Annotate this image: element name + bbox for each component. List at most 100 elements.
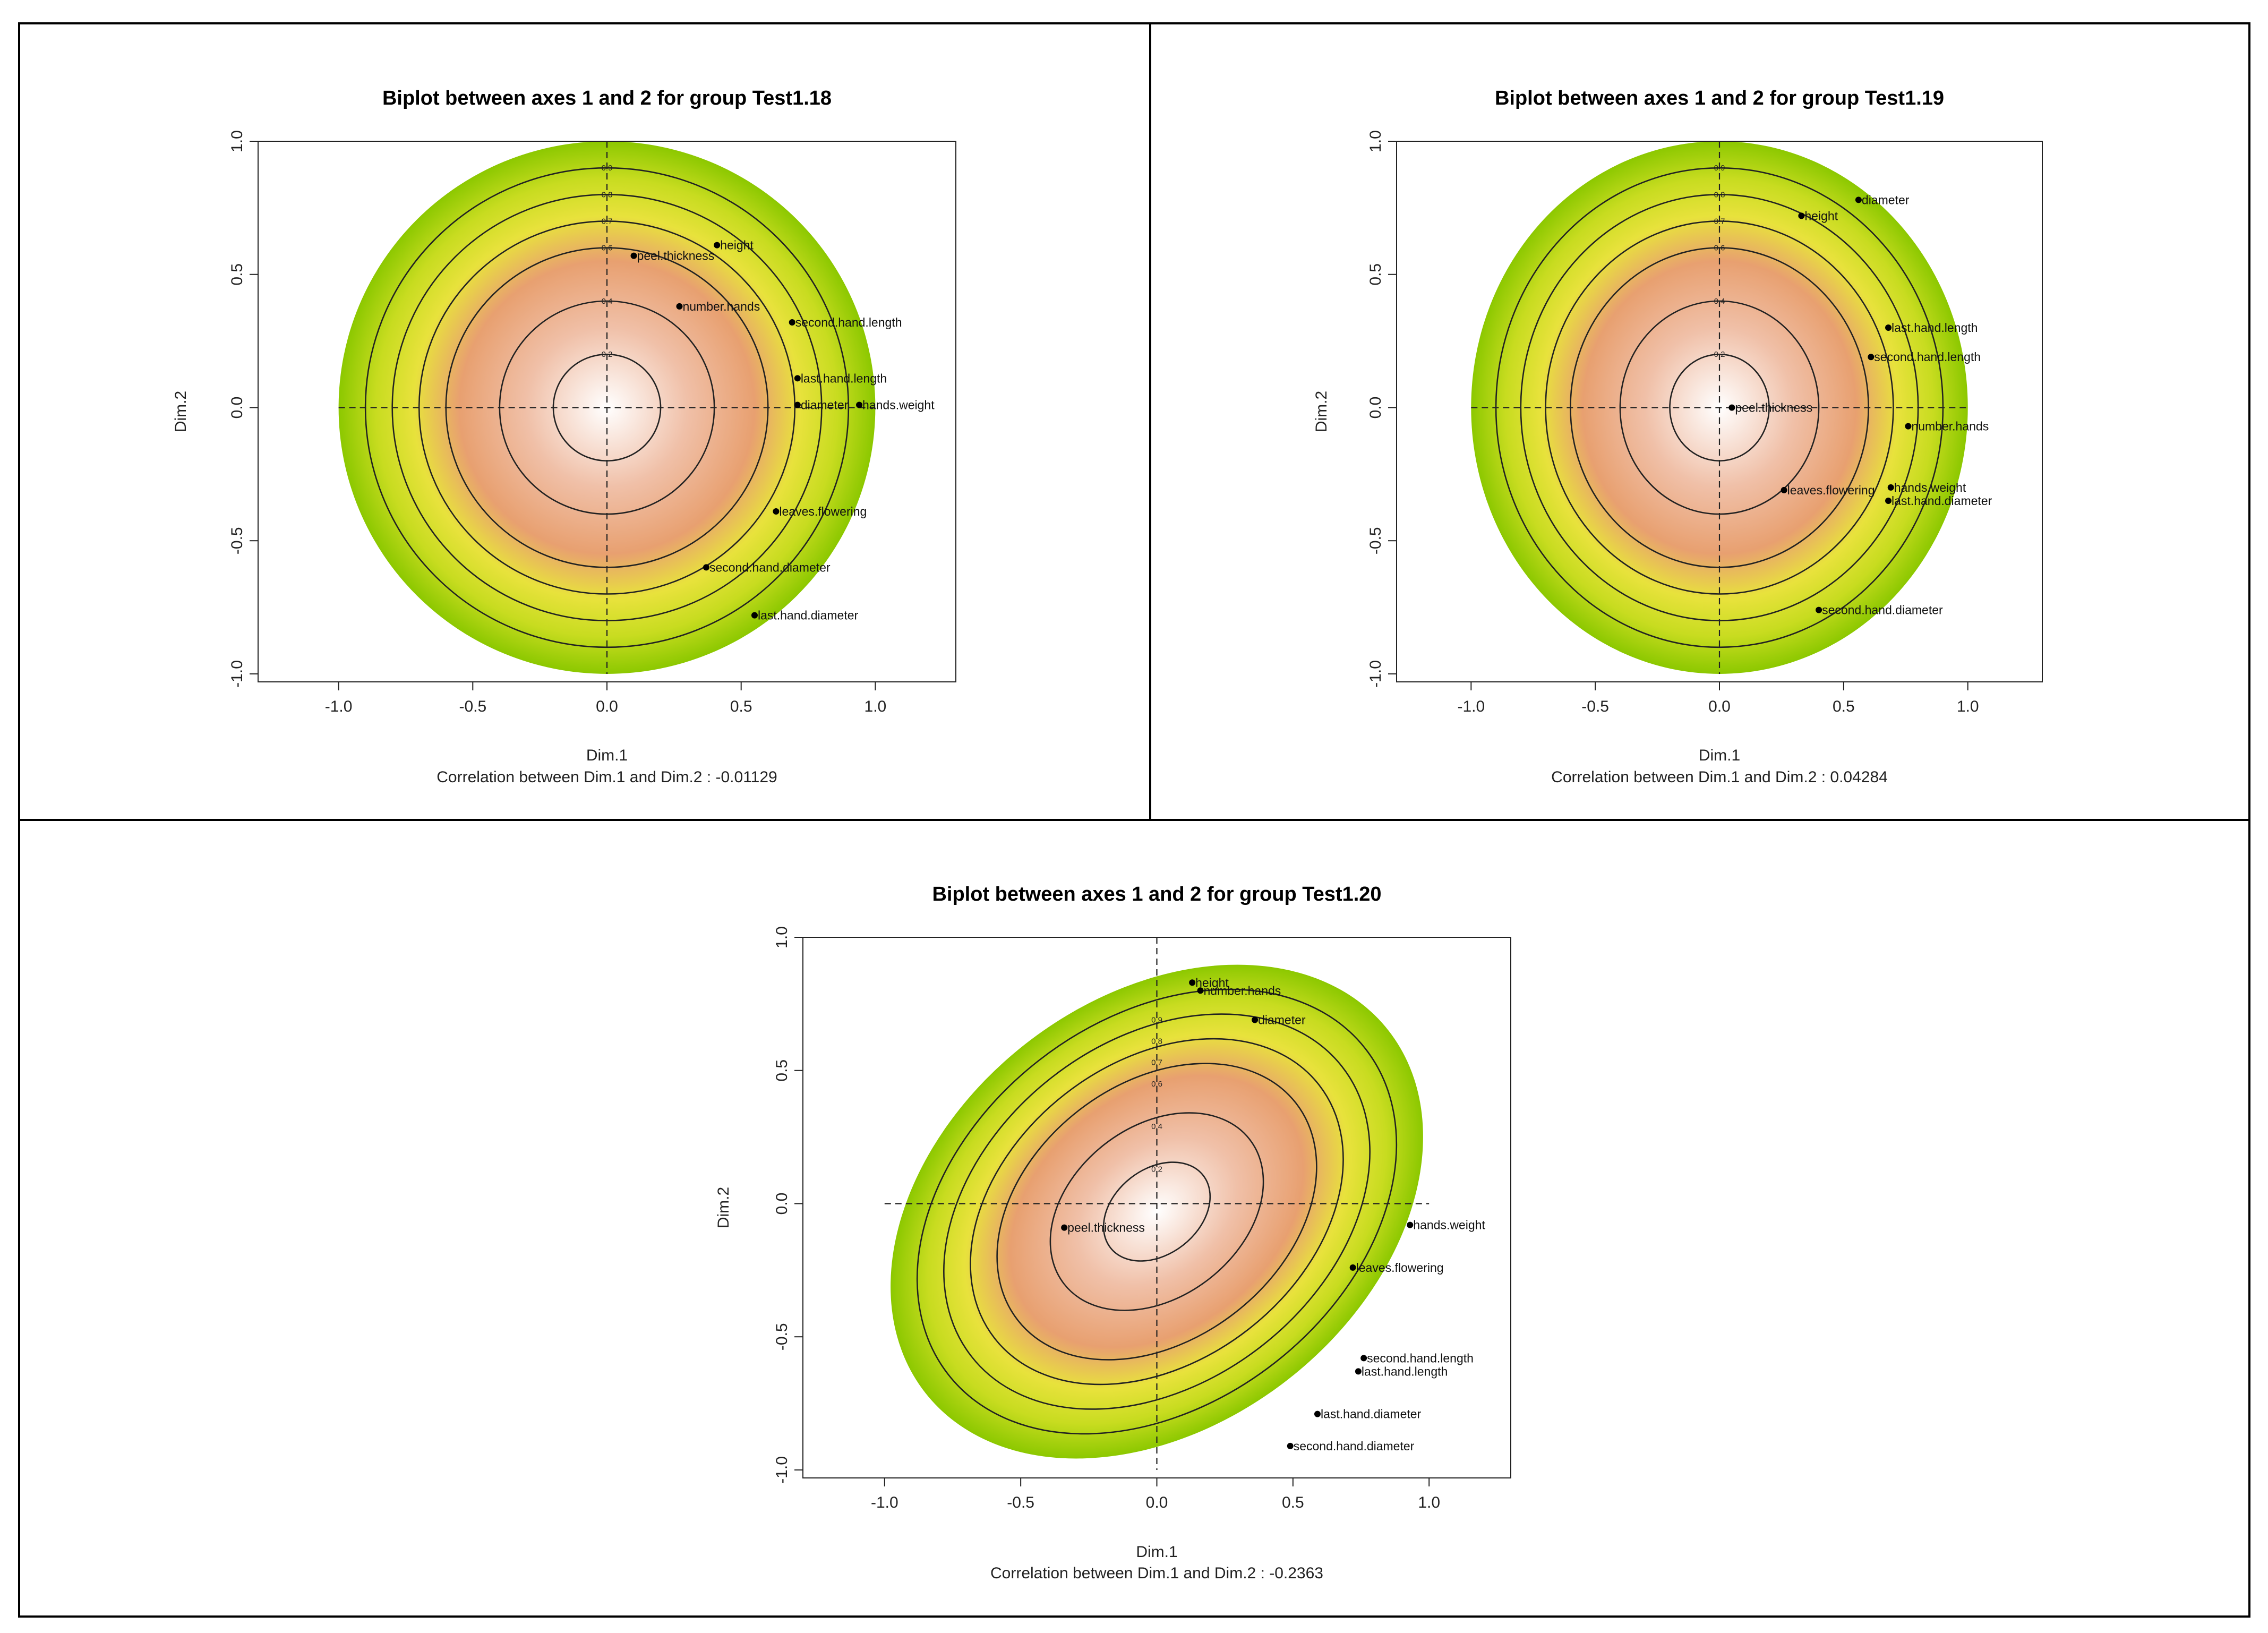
variable-label: height: [1804, 209, 1838, 223]
y-tick-label: -1.0: [228, 660, 246, 688]
x-tick-label: 1.0: [1418, 1494, 1440, 1511]
variable-label: second.hand.length: [1874, 350, 1981, 364]
correlation-caption: Correlation between Dim.1 and Dim.2 : 0.…: [1551, 768, 1888, 786]
y-tick-label: 1.0: [773, 926, 791, 948]
contour-line: [831, 897, 1484, 1526]
variable-label: hands.weight: [1894, 481, 1966, 494]
variable-label: height: [1195, 976, 1229, 989]
variable-label: number.hands: [682, 300, 760, 313]
y-tick-label: 0.5: [773, 1059, 791, 1082]
variable-label: last.hand.diameter: [1892, 494, 1992, 508]
variable-point: [794, 375, 801, 382]
variable-point: [1855, 196, 1862, 203]
gradient-disc: [891, 964, 1423, 1459]
variable-label: diameter: [1862, 193, 1910, 207]
variable-label: diameter: [1258, 1013, 1306, 1027]
y-axis-label: Dim.2: [172, 391, 190, 432]
variable-label: second.hand.diameter: [1294, 1439, 1415, 1453]
variable-point: [789, 319, 795, 326]
variable-label: number.hands: [1204, 984, 1281, 997]
contour-line: [939, 1002, 1375, 1421]
variable-label: peel.thickness: [637, 249, 715, 263]
x-tick-label: 1.0: [1957, 698, 1979, 715]
variable-label: peel.thickness: [1067, 1221, 1145, 1235]
y-tick-label: -1.0: [773, 1456, 791, 1484]
variable-label: last.hand.length: [801, 371, 887, 385]
x-tick-label: 0.5: [730, 698, 752, 715]
chart-title: Biplot between axes 1 and 2 for group Te…: [1495, 87, 1944, 109]
x-tick-label: -0.5: [1007, 1494, 1034, 1511]
variable-label: second.hand.diameter: [709, 560, 831, 574]
variable-point: [630, 252, 637, 259]
x-tick-label: 0.0: [1146, 1494, 1168, 1511]
biplot-panel-3: 0.2 0.4 0.6 0.7 0.8 0.9 -1.0 -1.0 -0.5 -0.5 0.0 0.0…: [715, 883, 1511, 1582]
panel-borders: [18, 22, 2250, 1618]
variable-label: leaves.flowering: [779, 505, 867, 518]
chart-title: Biplot between axes 1 and 2 for group Te…: [382, 87, 832, 109]
x-axis-label: Dim.1: [1136, 1543, 1177, 1561]
y-tick-label: -0.5: [773, 1323, 791, 1350]
variable-label: number.hands: [1911, 420, 1989, 433]
y-tick-label: -0.5: [228, 527, 246, 554]
variable-point: [1314, 1410, 1321, 1417]
y-tick-label: -1.0: [1367, 660, 1384, 688]
contour-line: [1084, 1142, 1229, 1281]
variable-label: second.hand.diameter: [1822, 603, 1943, 617]
y-tick-label: 0.5: [228, 263, 246, 286]
variable-point: [1885, 497, 1892, 504]
y-tick-label: 1.0: [1367, 130, 1384, 152]
variable-point: [1728, 404, 1735, 411]
correlation-caption: Correlation between Dim.1 and Dim.2 : -0…: [990, 1564, 1323, 1582]
variable-point: [1287, 1442, 1294, 1449]
y-tick-label: 1.0: [228, 130, 246, 152]
variable-point: [1781, 486, 1787, 493]
x-tick-label: -1.0: [325, 698, 353, 715]
x-tick-label: 0.5: [1282, 1494, 1304, 1511]
variable-point: [1061, 1224, 1068, 1231]
variable-point: [1905, 423, 1912, 430]
variable-label: hands.weight: [862, 398, 935, 412]
variable-label: peel.thickness: [1735, 400, 1812, 414]
y-tick-label: 0.5: [1367, 263, 1384, 286]
y-tick-label: 0.0: [1367, 397, 1384, 419]
x-tick-label: -1.0: [871, 1494, 898, 1511]
variable-label: last.hand.diameter: [758, 609, 859, 622]
variable-point: [1252, 1016, 1259, 1023]
variable-label: last.hand.diameter: [1321, 1407, 1422, 1421]
variable-label: leaves.flowering: [1356, 1261, 1444, 1275]
variable-point: [1407, 1221, 1414, 1228]
x-tick-label: 1.0: [865, 698, 887, 715]
y-axis-label: Dim.2: [715, 1187, 732, 1228]
variable-label: last.hand.length: [1362, 1364, 1448, 1378]
contour-level-label: 0.6: [1151, 1080, 1162, 1089]
biplot-panel-1: 0.20.40.60.70.80.9-1.0-1.0-0.5-0.50.00.0…: [172, 87, 956, 786]
contour-line: [867, 933, 1447, 1491]
x-tick-label: 0.0: [1708, 698, 1731, 715]
chart-title: Biplot between axes 1 and 2 for group Te…: [932, 883, 1381, 905]
variable-point: [751, 612, 758, 619]
variable-label: last.hand.length: [1892, 321, 1978, 335]
variable-point: [1197, 987, 1204, 994]
variable-point: [1360, 1355, 1367, 1362]
biplot-panels: 0.2 0.4 0.6 0.7 0.8 0.9 -1.0 -1.0 -0.5 -0.5 0.0 0.0…: [172, 87, 2043, 1582]
y-tick-label: 0.0: [773, 1193, 791, 1215]
variable-point: [714, 242, 721, 249]
contour-level-label: 0.4: [1151, 1122, 1162, 1131]
contour-line: [903, 968, 1411, 1456]
variable-point: [1868, 354, 1875, 361]
variable-point: [1885, 324, 1892, 331]
panel-border-bottom: [18, 819, 2250, 1618]
x-axis-label: Dim.1: [586, 747, 628, 764]
variable-label: second.hand.length: [1367, 1351, 1474, 1365]
y-tick-label: 0.0: [228, 397, 246, 419]
variable-point: [1798, 212, 1805, 219]
correlation-caption: Correlation between Dim.1 and Dim.2 : -0…: [437, 768, 777, 786]
x-tick-label: -1.0: [1457, 698, 1485, 715]
biplot-panel-2: 0.20.40.60.70.80.9-1.0-1.0-0.5-0.50.00.0…: [1313, 87, 2043, 786]
variable-point: [703, 564, 709, 571]
variable-point: [676, 303, 683, 310]
contour-level-label: 0.8: [1151, 1037, 1162, 1046]
variable-point: [1887, 484, 1894, 491]
variable-point: [773, 508, 780, 515]
